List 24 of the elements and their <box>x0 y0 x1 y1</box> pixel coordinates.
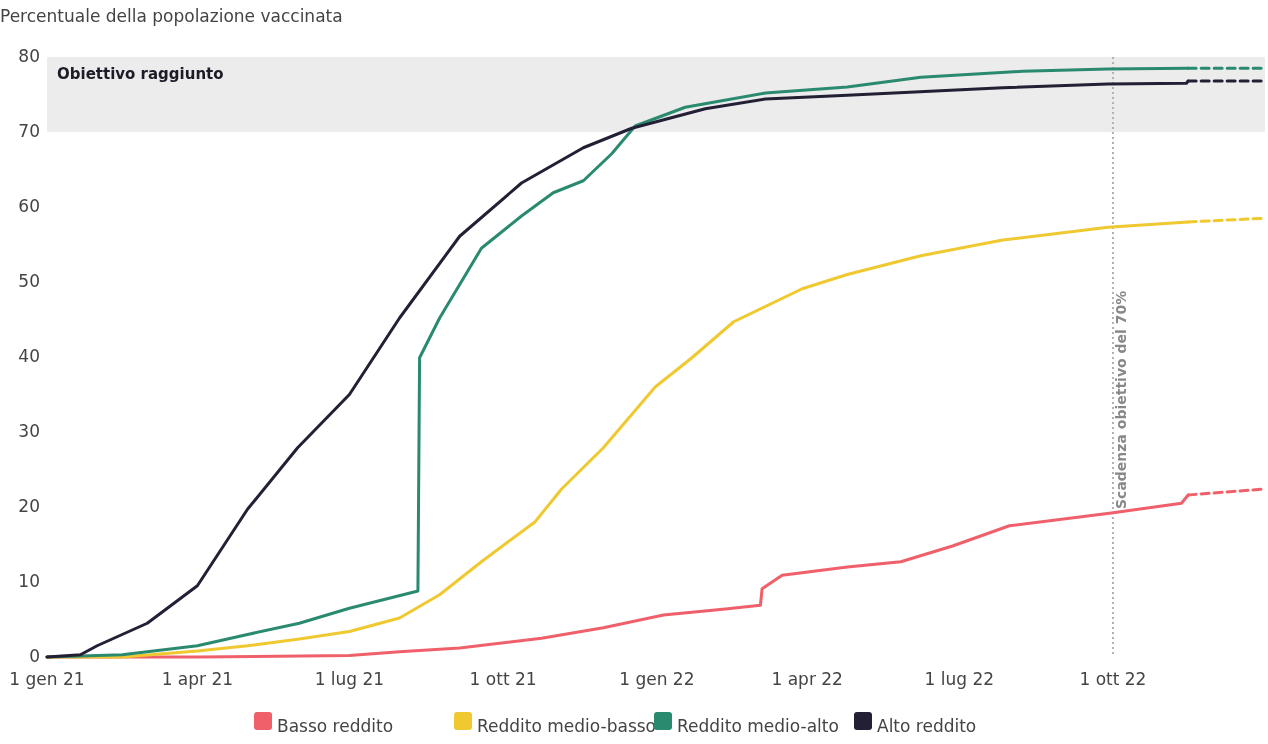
legend-label: Alto reddito <box>877 716 977 736</box>
legend-label: Basso reddito <box>277 716 394 736</box>
x-tick-label: 1 lug 21 <box>314 669 385 689</box>
y-tick-label: 30 <box>18 421 40 441</box>
legend-label: Reddito medio-alto <box>677 716 839 736</box>
x-tick-label: 1 apr 21 <box>161 669 234 689</box>
y-tick-label: 0 <box>29 646 40 666</box>
x-tick-label: 1 apr 22 <box>771 669 843 689</box>
x-tick-label: 1 ott 22 <box>1079 669 1147 689</box>
legend-label: Reddito medio-basso <box>477 716 656 736</box>
y-tick-label: 60 <box>18 196 40 216</box>
y-axis-title: Percentuale della popolazione vaccinata <box>0 6 343 26</box>
y-tick-label: 10 <box>18 571 40 591</box>
y-tick-label: 40 <box>18 346 40 366</box>
x-tick-label: 1 lug 22 <box>924 669 995 689</box>
band-label: Obiettivo raggiunto <box>57 65 224 83</box>
y-tick-label: 50 <box>18 271 40 291</box>
x-tick-label: 1 ott 21 <box>469 669 537 689</box>
ref-line-label: Scadenza obiettivo del 70% <box>1112 290 1129 509</box>
x-tick-label: 1 gen 21 <box>9 669 85 689</box>
y-tick-label: 70 <box>18 121 40 141</box>
y-tick-label: 20 <box>18 496 40 516</box>
x-tick-label: 1 gen 22 <box>619 669 695 689</box>
y-tick-label: 80 <box>18 46 40 66</box>
